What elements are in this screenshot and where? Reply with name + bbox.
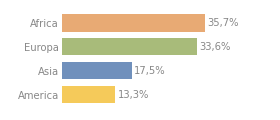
Bar <box>62 14 205 32</box>
Bar <box>62 62 132 79</box>
Text: 33,6%: 33,6% <box>199 42 230 52</box>
Text: 13,3%: 13,3% <box>117 90 149 100</box>
Bar <box>62 38 197 55</box>
Text: 17,5%: 17,5% <box>134 66 166 76</box>
Text: 35,7%: 35,7% <box>207 18 239 28</box>
Bar <box>62 86 115 103</box>
